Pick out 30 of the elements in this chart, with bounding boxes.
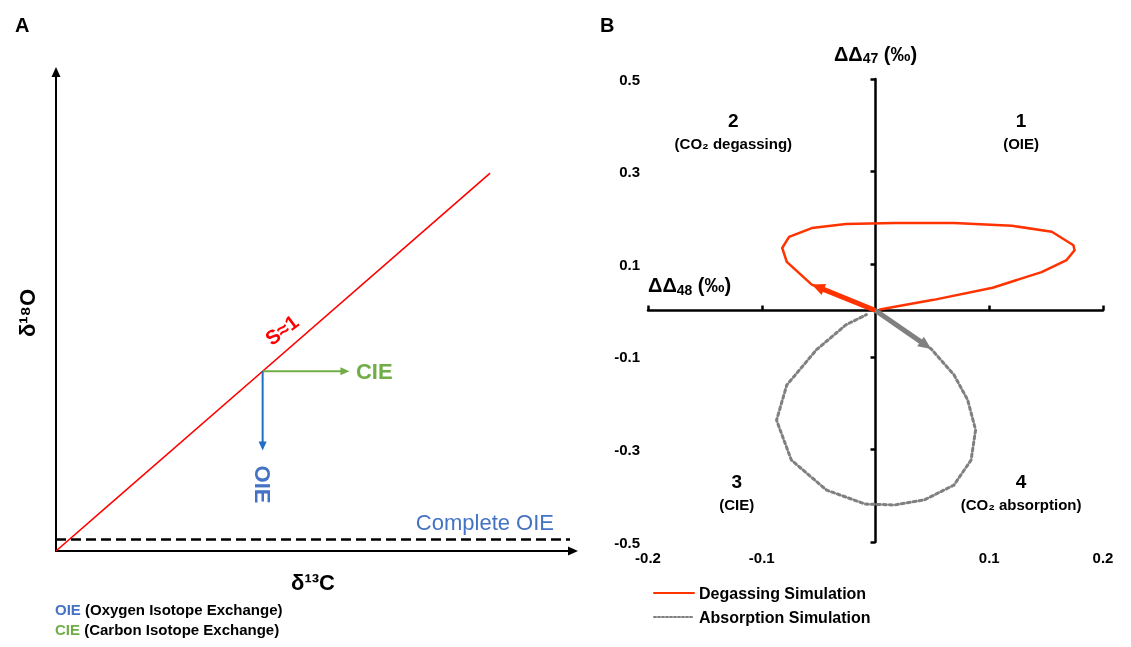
legend-label: Degassing Simulation: [699, 584, 867, 602]
annotation: 3: [731, 471, 743, 493]
ref-line-label: Complete OIE: [415, 510, 554, 536]
y-axis-title: δ¹⁸O: [14, 288, 40, 338]
x-axis-title: δ¹³C: [291, 569, 336, 595]
annotation: S≈1: [260, 310, 303, 350]
annotation: (CO₂ degassing): [674, 135, 793, 153]
chart-title: B: [600, 14, 615, 36]
annotation: CIE: [355, 358, 393, 384]
y-tick-label: -0.5: [614, 533, 640, 551]
y-tick-label: -0.1: [614, 348, 640, 366]
annotation: (OIE): [1003, 135, 1040, 153]
x-tick-label: 0.1: [978, 549, 1000, 566]
annotation: 4: [1015, 471, 1027, 493]
y-tick-label: 0.1: [619, 255, 640, 273]
chart-title: A: [15, 14, 30, 36]
y-tick-label: 0.5: [619, 70, 640, 88]
annotation: (CIE): [719, 496, 755, 514]
x-tick-label: -0.1: [748, 549, 775, 566]
x-tick-label: -0.2: [635, 549, 661, 566]
text: OIE (Oxygen Isotope Exchange): [55, 601, 283, 618]
annotation: 1: [1015, 110, 1027, 132]
y-tick-label: -0.3: [614, 440, 640, 458]
y-tick-label: 0.3: [619, 163, 640, 181]
legend-label: Absorption Simulation: [699, 608, 871, 626]
x-tick-label: 0.2: [1092, 549, 1114, 566]
annotation: 2: [728, 110, 739, 132]
text: CIE (Carbon Isotope Exchange): [55, 621, 280, 638]
annotation: OIE: [250, 465, 276, 504]
annotation: (CO₂ absorption): [960, 496, 1082, 514]
